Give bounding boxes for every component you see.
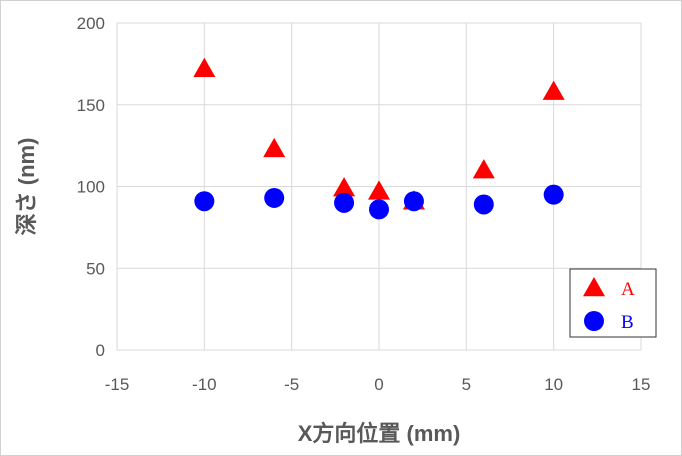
point-b <box>264 187 285 208</box>
x-tick-label: 15 <box>632 375 651 394</box>
y-axis-title: 深さ (nm) <box>14 138 39 236</box>
x-tick-label: 0 <box>374 375 383 394</box>
y-tick-labels: 0 50 100 150 200 <box>77 14 105 360</box>
legend-marker-b <box>584 311 604 331</box>
legend: AB <box>569 268 657 338</box>
point-a <box>472 159 495 179</box>
point-a <box>263 137 286 158</box>
point-a <box>333 177 356 197</box>
point-a <box>193 57 216 78</box>
x-tick-label: -10 <box>192 375 217 394</box>
y-tick-label: 100 <box>77 178 105 197</box>
point-b <box>473 194 494 215</box>
x-axis-title: X方向位置 (mm) <box>298 421 461 446</box>
x-tick-label: 10 <box>544 375 563 394</box>
x-tick-label: -15 <box>105 375 130 394</box>
point-a <box>542 80 565 100</box>
point-b <box>194 191 215 212</box>
y-tick-label: 0 <box>96 341 105 360</box>
legend-marker-a <box>583 277 605 297</box>
x-tick-labels: -15 -10 -5 0 5 10 15 <box>105 375 651 394</box>
legend-label-a: A <box>621 279 635 300</box>
point-a <box>368 180 390 200</box>
y-tick-label: 50 <box>86 259 105 278</box>
y-tick-label: 200 <box>77 14 105 33</box>
x-tick-label: 5 <box>462 375 471 394</box>
data-points <box>193 57 565 220</box>
point-b <box>369 199 389 220</box>
legend-label-b: B <box>621 312 634 333</box>
point-b <box>403 191 424 212</box>
point-b <box>543 184 564 205</box>
point-b <box>334 192 355 213</box>
y-tick-label: 150 <box>77 96 105 115</box>
x-tick-label: -5 <box>284 375 299 394</box>
grid-lines <box>116 22 642 351</box>
legend-box <box>569 268 657 338</box>
